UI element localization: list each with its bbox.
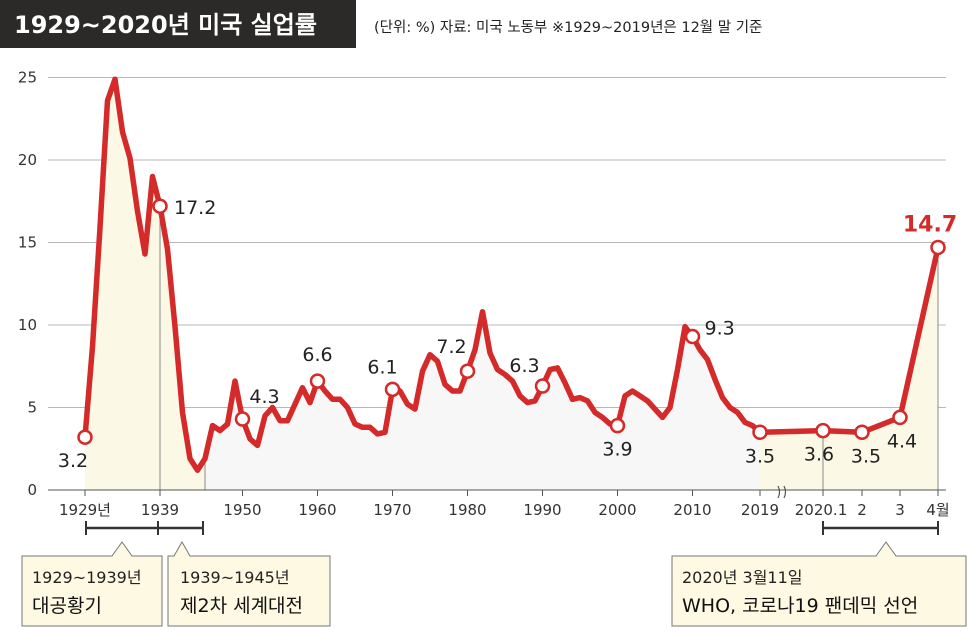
x-tick-label: 1990 [523,501,561,519]
y-tick-label: 5 [27,399,37,417]
chart-title: 1929~2020년 미국 실업률 [14,11,317,39]
point-marker [384,381,401,398]
data-label: 3.9 [602,439,632,461]
x-tick-label: 1939 [141,501,179,519]
note-ww2: 1939~1945년 제2차 세계대전 [167,540,331,627]
point-marker [309,373,326,389]
covid-bracket [822,521,939,535]
y-axis-ticks: 0 5 10 15 20 25 [18,69,37,500]
point-marker [234,411,251,427]
gridlines [48,77,946,408]
point-marker [930,239,946,256]
data-label: 3.6 [804,444,834,466]
note-covid: 2020년 3월11일 WHO, 코로나19 팬데믹 선언 [671,541,967,627]
title-bar [0,0,356,48]
y-tick-label: 15 [18,234,37,252]
chart-subtitle: (단위: %) 자료: 미국 노동부 ※1929~2019년은 12월 말 기준 [374,19,762,36]
data-labels: 3.2 17.2 4.3 6.6 6.1 7.2 6.3 3.9 9.3 3.5 3.6 3.5 4.4… [58,197,957,472]
x-tick-label: 2019 [741,501,779,519]
point-marker [892,409,908,426]
depression-bracket [85,521,204,535]
y-tick-label: 20 [18,151,37,169]
x-tick-label: 4월 [926,501,949,519]
x-axis-ticks: 1929년 1939 1950 1960 1970 1980 1990 2000 2010 201… [59,490,950,519]
note-ww2-line1: 1939~1945년 [180,568,290,587]
x-tick-label: 2010 [673,501,711,519]
period-markers [159,206,939,490]
unemployment-series-line [82,76,941,473]
point-marker [752,424,768,440]
note-depression-line1: 1929~1939년 [32,568,142,587]
note-depression: 1929~1939년 대공황기 [21,541,163,627]
point-marker [459,363,476,379]
point-marker [684,328,701,345]
point-markers [77,198,946,445]
data-label: 9.3 [705,318,735,340]
point-marker [609,417,626,434]
y-tick-label: 25 [18,69,37,87]
x-tick-label: 1980 [448,501,486,519]
point-marker [534,378,551,394]
data-label: 6.6 [302,344,332,366]
data-label: 6.3 [509,355,539,377]
axis-break [777,485,787,499]
x-tick-label: 1929년 [59,501,111,519]
point-marker [152,198,168,214]
note-depression-line2: 대공황기 [32,595,102,617]
x-tick-label: 3 [895,501,905,519]
point-marker [815,422,831,439]
y-tick-label: 0 [27,481,37,499]
x-tick-label: 2020.1 [795,501,848,519]
x-tick-label: 2000 [598,501,636,519]
point-marker [854,424,870,440]
x-tick-label: 1960 [298,501,336,519]
x-tick-label: 1950 [223,501,261,519]
data-label: 3.5 [745,445,775,467]
data-label: 4.4 [887,430,917,452]
note-covid-line2: WHO, 코로나19 팬데믹 선언 [682,595,918,617]
note-covid-line1: 2020년 3월11일 [682,568,803,587]
y-tick-label: 10 [18,316,37,334]
point-marker [77,429,93,445]
data-label: 4.3 [249,386,279,408]
data-label: 6.1 [367,356,397,378]
data-label: 3.5 [851,445,881,467]
data-label: 3.2 [58,450,88,472]
data-label: 14.7 [903,212,957,237]
data-label: 7.2 [436,336,466,358]
note-ww2-line2: 제2차 세계대전 [180,595,303,617]
x-tick-label: 1970 [373,501,411,519]
x-tick-label: 2 [857,501,867,519]
data-label: 17.2 [174,197,216,219]
